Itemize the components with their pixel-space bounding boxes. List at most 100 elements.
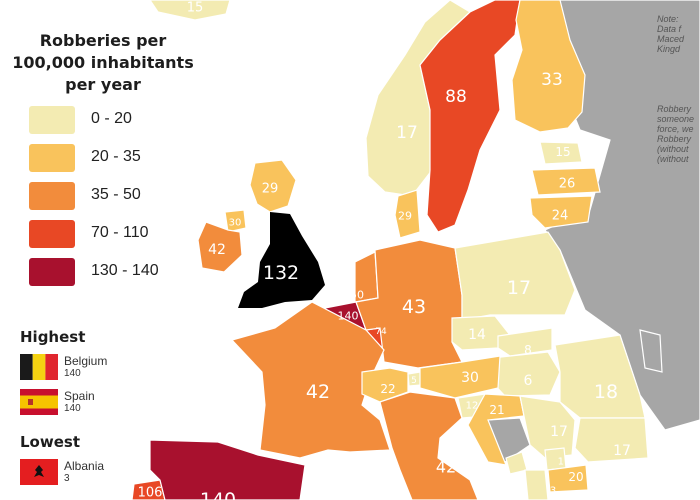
moldova-no-data xyxy=(639,329,663,373)
region-northern-ireland xyxy=(224,209,247,233)
region-value-label: 18 xyxy=(594,381,618,403)
region-value-label: 21 xyxy=(489,403,504,417)
legend-swatch xyxy=(29,258,75,286)
region-value-label: 3 xyxy=(550,486,556,497)
region-value-label: 29 xyxy=(262,182,279,197)
region-value-label: 50 xyxy=(350,289,364,302)
legend-label: 20 - 35 xyxy=(91,148,141,165)
region-value-label: 15 xyxy=(187,1,204,16)
highest-title: Highest xyxy=(20,328,86,346)
region-denmark xyxy=(394,189,421,239)
region-value-label: 12 xyxy=(466,401,479,412)
albania-flag-icon xyxy=(20,459,58,485)
region-value-label: 5 xyxy=(411,376,417,386)
region-scotland xyxy=(249,159,297,213)
region-ireland xyxy=(197,221,243,273)
legend-label: 35 - 50 xyxy=(91,186,141,203)
region-value-label: 140 xyxy=(338,310,359,323)
region-value-label: 17 xyxy=(396,123,418,143)
region-value-label: 8 xyxy=(524,343,532,357)
region-italy xyxy=(379,391,479,500)
region-france xyxy=(230,301,391,459)
region-bulgaria xyxy=(574,417,649,463)
lowest-title: Lowest xyxy=(20,433,80,451)
region-value-label: 43 xyxy=(402,296,426,318)
region-value-label: 15 xyxy=(533,456,546,467)
note-middle: Robbery someone force, we Robbery (witho… xyxy=(657,104,694,164)
region-england-wales xyxy=(238,212,325,308)
note-line: force, we xyxy=(657,124,694,134)
region-spain xyxy=(149,439,306,500)
note-line: Data f xyxy=(657,24,682,34)
extreme-country-name: Belgium xyxy=(64,354,108,368)
legend-item: 35 - 50 xyxy=(29,182,199,210)
note-line: Kingd xyxy=(657,44,681,54)
region-albania xyxy=(524,469,549,500)
region-value-label: 17 xyxy=(507,277,531,299)
legend-title-line: per year xyxy=(65,75,141,94)
extreme-country-name: Spain xyxy=(64,389,95,403)
extreme-country-value: 3 xyxy=(64,473,70,484)
region-value-label: 33 xyxy=(541,70,563,90)
region-value-label: 26 xyxy=(559,177,576,192)
legend-title: Robberies per 100,000 inhabitants per ye… xyxy=(8,30,198,96)
region-value-label: 22 xyxy=(380,382,395,396)
extreme-country-value: 140 xyxy=(64,403,81,414)
legend-title-line: 100,000 inhabitants xyxy=(12,53,194,72)
region-iceland xyxy=(149,0,231,21)
belgium-flag-icon xyxy=(20,354,58,380)
region-value-label: 20 xyxy=(568,470,583,484)
region-portugal xyxy=(131,479,166,500)
region-value-label: 17 xyxy=(613,443,631,459)
legend-item: 130 - 140 xyxy=(29,258,199,286)
region-value-label: 30 xyxy=(461,370,479,386)
legend-item: 0 - 20 xyxy=(29,106,199,134)
region-value-label: 6 xyxy=(524,373,533,389)
region-finland xyxy=(511,0,586,133)
region-value-label: 11 xyxy=(558,457,571,468)
legend-label: 70 - 110 xyxy=(91,224,149,241)
note-line: Note: xyxy=(657,14,679,24)
region-value-label: 24 xyxy=(552,209,569,224)
note-line: someone xyxy=(657,114,695,124)
extreme-country-name: Albania xyxy=(64,459,105,473)
legend-item: 20 - 35 xyxy=(29,144,199,172)
legend-label: 0 - 20 xyxy=(91,110,132,127)
region-lithuania xyxy=(529,195,593,229)
note-top: Note: Data f Maced Kingd xyxy=(657,14,684,54)
region-switzerland xyxy=(361,367,409,403)
region-slovakia xyxy=(497,327,553,357)
spain-flag-icon xyxy=(20,389,58,415)
region-value-label: 42 xyxy=(208,242,226,258)
note-line: (without xyxy=(657,154,689,164)
region-value-label: 74 xyxy=(375,327,387,337)
legend-swatch xyxy=(29,182,75,210)
region-value-label: 29 xyxy=(398,210,412,223)
note-line: Maced xyxy=(657,34,685,44)
note-line: Robbery xyxy=(657,104,692,114)
region-north-macedonia xyxy=(547,464,589,493)
legend-swatch xyxy=(29,106,75,134)
region-value-label: 42 xyxy=(306,381,330,403)
note-line: (without xyxy=(657,144,689,154)
region-latvia xyxy=(531,167,601,196)
region-value-label: 15 xyxy=(555,145,570,159)
region-value-label: 42 xyxy=(436,458,456,477)
extreme-country-value: 140 xyxy=(64,368,81,379)
legend-swatch xyxy=(29,144,75,172)
region-value-label: 30 xyxy=(229,218,242,229)
legend-label: 130 - 140 xyxy=(91,262,159,279)
legend-swatch xyxy=(29,220,75,248)
legend-item: 70 - 110 xyxy=(29,220,199,248)
note-line: Robbery xyxy=(657,134,692,144)
region-value-label: 14 xyxy=(468,327,486,343)
region-estonia xyxy=(539,141,583,165)
region-value-label: 132 xyxy=(263,262,299,284)
legend-title-line: Robberies per xyxy=(39,31,167,50)
region-austria xyxy=(419,355,501,399)
region-value-label: 140 xyxy=(200,489,236,500)
region-value-label: 88 xyxy=(445,87,467,107)
region-value-label: 106 xyxy=(138,486,163,500)
region-poland xyxy=(454,231,576,321)
